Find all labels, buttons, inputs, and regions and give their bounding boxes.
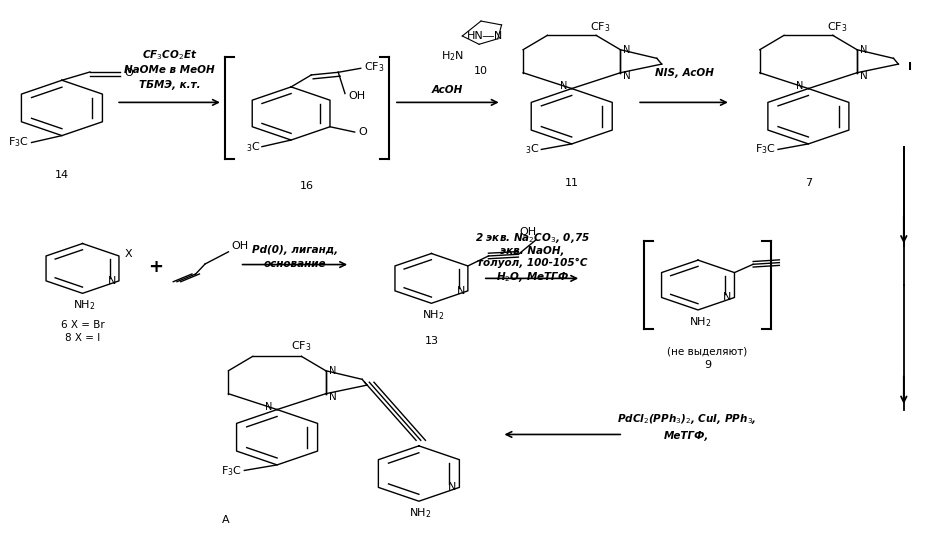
Text: N: N (108, 276, 116, 286)
Text: 7: 7 (805, 178, 812, 188)
Text: N: N (457, 286, 465, 296)
Text: A: A (222, 515, 229, 525)
Text: NH$_2$: NH$_2$ (73, 299, 95, 312)
Text: 8 X = I: 8 X = I (65, 333, 100, 343)
Text: основание: основание (263, 259, 326, 269)
Text: (не выделяют): (не выделяют) (667, 347, 748, 357)
Text: CF$_3$: CF$_3$ (363, 60, 384, 74)
Text: $_3$C: $_3$C (525, 143, 539, 157)
Text: экв. NaOH,: экв. NaOH, (500, 246, 565, 255)
Text: Pd(0), лиганд,: Pd(0), лиганд, (252, 245, 338, 255)
Text: O: O (124, 68, 133, 78)
Text: N: N (623, 45, 631, 55)
Text: F$_3$C: F$_3$C (221, 465, 242, 479)
Text: 11: 11 (565, 178, 579, 188)
Text: N: N (560, 81, 567, 91)
Text: N: N (265, 402, 273, 412)
Text: N: N (723, 292, 732, 302)
Text: 9: 9 (704, 361, 711, 370)
Text: PdCl$_2$(PPh$_3$)$_2$, CuI, PPh$_3$,: PdCl$_2$(PPh$_3$)$_2$, CuI, PPh$_3$, (617, 412, 756, 426)
Text: 14: 14 (55, 170, 69, 181)
Text: N: N (329, 392, 336, 402)
Text: N: N (797, 81, 803, 91)
Text: МеТГФ,: МеТГФ, (664, 430, 710, 440)
Text: NH$_2$: NH$_2$ (422, 309, 445, 323)
Text: HN―N: HN―N (467, 31, 503, 41)
Text: NaOMe в MeOH: NaOMe в MeOH (125, 65, 215, 75)
Text: N: N (623, 71, 631, 81)
Text: CF$_3$: CF$_3$ (590, 20, 611, 34)
Text: NH$_2$: NH$_2$ (410, 506, 432, 520)
Text: 13: 13 (425, 336, 438, 346)
Text: толуол, 100-105°C: толуол, 100-105°C (478, 258, 588, 268)
Text: O: O (359, 127, 367, 137)
Text: 10: 10 (474, 66, 488, 76)
Text: CF$_3$: CF$_3$ (291, 339, 312, 353)
Text: AcOH: AcOH (431, 84, 463, 94)
Text: H$_2$N: H$_2$N (442, 50, 464, 63)
Text: I: I (908, 62, 912, 72)
Text: $_3$C: $_3$C (245, 140, 260, 154)
Text: F$_3$C: F$_3$C (755, 143, 776, 157)
Text: X: X (125, 249, 132, 259)
Text: NIS, AcOH: NIS, AcOH (654, 68, 714, 78)
Text: N: N (448, 482, 457, 492)
Text: F$_3$C: F$_3$C (8, 136, 28, 149)
Text: 16: 16 (300, 181, 314, 191)
Text: N: N (860, 45, 868, 55)
Text: +: + (148, 258, 163, 276)
Text: N: N (329, 366, 336, 376)
Text: OH: OH (519, 227, 536, 237)
Text: NH$_2$: NH$_2$ (688, 315, 711, 329)
Text: CF$_3$CO$_2$Et: CF$_3$CO$_2$Et (142, 49, 197, 62)
Text: H$_2$O, МеТГФ: H$_2$O, МеТГФ (496, 271, 569, 285)
Text: CF$_3$: CF$_3$ (827, 20, 848, 34)
Text: 6 X = Br: 6 X = Br (60, 320, 105, 330)
Text: 2 экв. Na$_2$CO$_3$, 0,75: 2 экв. Na$_2$CO$_3$, 0,75 (475, 231, 590, 245)
Text: N: N (860, 71, 868, 81)
Text: OH: OH (231, 241, 248, 252)
Text: OH: OH (348, 91, 366, 101)
Text: ТБМЭ, к.т.: ТБМЭ, к.т. (139, 80, 200, 89)
